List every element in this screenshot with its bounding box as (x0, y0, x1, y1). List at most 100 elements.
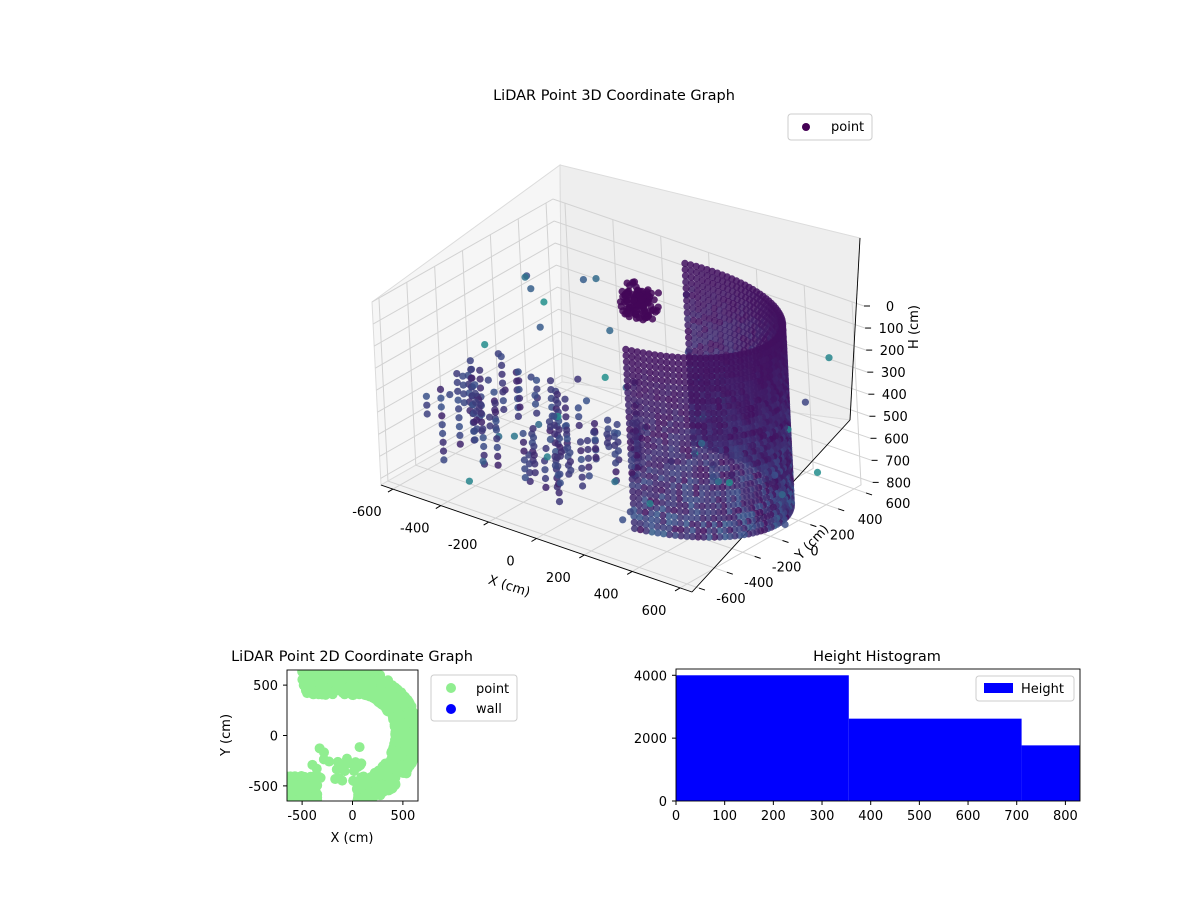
scatter-point-3d (680, 360, 688, 368)
scatter-point-3d (652, 504, 661, 512)
z-axis-line (849, 237, 861, 421)
scatter-point-3d (720, 508, 728, 516)
scatter-point-3d (693, 281, 701, 289)
y-tick-3d (782, 540, 789, 543)
scatter-point-3d (712, 459, 720, 467)
scatter-point-3d (660, 413, 668, 421)
scatter-point-3d (659, 511, 667, 519)
scatter-point-2d (389, 691, 400, 702)
scatter-point-3d (632, 445, 641, 454)
scatter-point-3d (623, 279, 631, 287)
gridline-x (679, 301, 862, 589)
scatter-point-3d (696, 336, 704, 344)
scatter-point-3d (690, 335, 698, 343)
scatter-point-3d (626, 432, 634, 440)
z-tick-label-3d: 0 (886, 300, 894, 315)
scatter-point-3d (459, 372, 467, 380)
scatter-point-3d (683, 303, 691, 311)
y-tick-3d (838, 508, 845, 512)
scatter-point-3d (551, 453, 559, 461)
scatter-point-3d (652, 382, 660, 390)
legend-box-3d (787, 113, 873, 141)
scatter-point-3d (692, 385, 701, 393)
scatter-point-3d (702, 465, 710, 473)
scatter-point-3d (562, 413, 570, 421)
scatter-point-3d (714, 397, 722, 405)
scatter-point-3d (694, 428, 703, 436)
scatter-point-3d (641, 508, 649, 516)
scatter-point-3d (715, 409, 723, 417)
scatter-point-3d (685, 346, 693, 354)
scatter-point-3d (700, 313, 708, 321)
scatter-point-3d (698, 391, 706, 399)
y-tick-label-hist: 2000 (634, 732, 667, 747)
x-tick-label-3d: 0 (506, 555, 514, 570)
scatter-point-3d (663, 475, 671, 483)
scatter-point-3d (674, 353, 682, 361)
scatter-point-3d (635, 507, 644, 515)
scatter-point-3d (701, 459, 710, 467)
scatter-point-3d (659, 401, 667, 409)
scatter-point-3d (699, 527, 708, 535)
x-tick-label-hist: 300 (810, 809, 835, 824)
scatter-point-3d (685, 471, 694, 479)
x-tick-3d (387, 488, 394, 493)
y-tick-label-2d: 500 (253, 679, 278, 694)
scatter-point-3d (640, 484, 648, 492)
scatter-point-3d (693, 397, 701, 405)
scatter-point-3d (669, 377, 678, 386)
scatter-point-3d (681, 501, 689, 510)
scatter-point-3d (698, 508, 707, 516)
scatter-point-3d (642, 398, 650, 406)
scatter-point-3d (694, 416, 702, 424)
scatter-point-3d (708, 379, 716, 387)
scatter-point-3d (682, 409, 691, 417)
y-tick-3d (698, 587, 706, 591)
scatter-point-3d (675, 366, 683, 374)
scatter-point-3d (653, 400, 661, 408)
scatter-point-2d (324, 756, 335, 767)
scatter-point-3d (575, 413, 583, 421)
scatter-point-3d (627, 457, 635, 465)
scatter-point-2d (366, 688, 377, 699)
scatter-point-3d (640, 477, 648, 486)
scatter-point-2d (363, 773, 374, 784)
scatter-point-3d (584, 454, 593, 462)
scatter-point-2d (349, 670, 360, 676)
scatter-point-3d (709, 508, 717, 517)
scatter-point-3d (697, 471, 705, 479)
scatter-point-3d (698, 397, 707, 405)
z-tick-label-3d: 400 (882, 388, 907, 403)
scatter-point-3d (682, 508, 690, 516)
scatter-point-3d (674, 470, 682, 478)
scatter-point-3d (622, 352, 630, 360)
legend-2d: point wall (430, 674, 518, 722)
scatter-point-3d (707, 453, 715, 461)
scatter-point-3d (712, 354, 720, 362)
z-tick-label-3d: 100 (879, 322, 904, 337)
scatter-point-3d (697, 490, 706, 498)
gridline-y (406, 282, 727, 573)
scatter-point-2d (320, 683, 331, 694)
scatter-point-3d (704, 410, 713, 418)
scatter-point-3d (703, 379, 711, 387)
title-histogram: Height Histogram (813, 649, 941, 665)
scatter-point-3d (675, 372, 683, 380)
scatter-point-3d (649, 430, 657, 438)
scatter-point-3d (498, 361, 506, 369)
scatter-point-3d (637, 428, 645, 436)
x-tick-3d (531, 538, 537, 542)
scatter-point-3d (684, 452, 693, 461)
scatter-point-3d (578, 473, 586, 481)
scatter-point-3d (563, 426, 571, 434)
legend-label-height: Height (1021, 682, 1064, 697)
scatter-point-3d (700, 307, 708, 315)
scatter-point-3d (498, 379, 507, 387)
scatter-point-3d (636, 410, 645, 418)
scatter-point-3d (682, 278, 690, 286)
scatter-point-3d (576, 438, 585, 446)
legend-marker-point-2d (446, 683, 456, 693)
scatter-point-3d (651, 473, 659, 481)
scatter-point-3d (681, 378, 689, 386)
scatter-point-3d (437, 403, 445, 411)
